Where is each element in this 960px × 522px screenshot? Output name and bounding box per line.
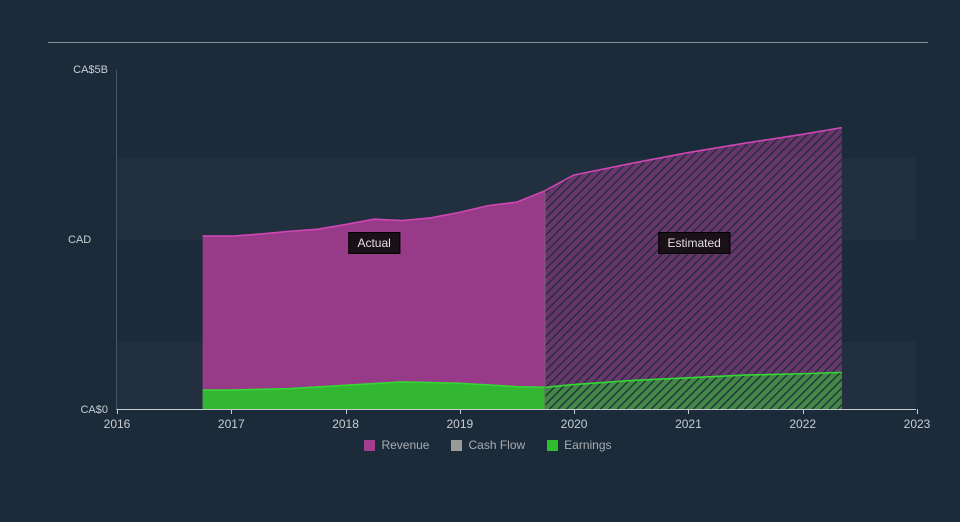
- x-tick-mark: [917, 409, 918, 414]
- x-tick-mark: [460, 409, 461, 414]
- y-axis-top-label: CA$5B: [73, 64, 108, 76]
- x-tick-mark: [688, 409, 689, 414]
- estimated-label: Estimated: [658, 232, 729, 254]
- y-axis-currency-label: CAD: [68, 234, 91, 246]
- x-tick-mark: [231, 409, 232, 414]
- x-tick-label: 2020: [561, 417, 588, 431]
- x-tick-label: 2018: [332, 417, 359, 431]
- x-tick-mark: [346, 409, 347, 414]
- revenue-area-estimated: [545, 128, 842, 409]
- actual-label: Actual: [348, 232, 399, 254]
- legend-item[interactable]: Cash Flow: [451, 438, 525, 452]
- legend-item[interactable]: Earnings: [547, 438, 611, 452]
- legend-label: Cash Flow: [468, 438, 525, 452]
- legend-label: Revenue: [381, 438, 429, 452]
- legend: Revenue Cash Flow Earnings: [48, 438, 928, 452]
- chart-svg: [117, 70, 916, 409]
- legend-swatch: [451, 440, 462, 451]
- x-tick-label: 2021: [675, 417, 702, 431]
- legend-label: Earnings: [564, 438, 611, 452]
- x-tick-mark: [803, 409, 804, 414]
- x-tick-label: 2022: [789, 417, 816, 431]
- revenue-area-actual: [203, 191, 545, 409]
- x-tick-label: 2017: [218, 417, 245, 431]
- chart-container: CA$5B CAD CA$0 2016201720182019202020212…: [48, 60, 928, 460]
- legend-item[interactable]: Revenue: [364, 438, 429, 452]
- x-tick-label: 2019: [446, 417, 473, 431]
- top-divider: [48, 42, 928, 43]
- plot-area: 20162017201820192020202120222023ActualEs…: [116, 70, 916, 410]
- x-tick-mark: [117, 409, 118, 414]
- x-tick-mark: [574, 409, 575, 414]
- x-tick-label: 2016: [104, 417, 131, 431]
- legend-swatch: [547, 440, 558, 451]
- y-axis-bottom-label: CA$0: [80, 404, 108, 416]
- x-tick-label: 2023: [904, 417, 931, 431]
- legend-swatch: [364, 440, 375, 451]
